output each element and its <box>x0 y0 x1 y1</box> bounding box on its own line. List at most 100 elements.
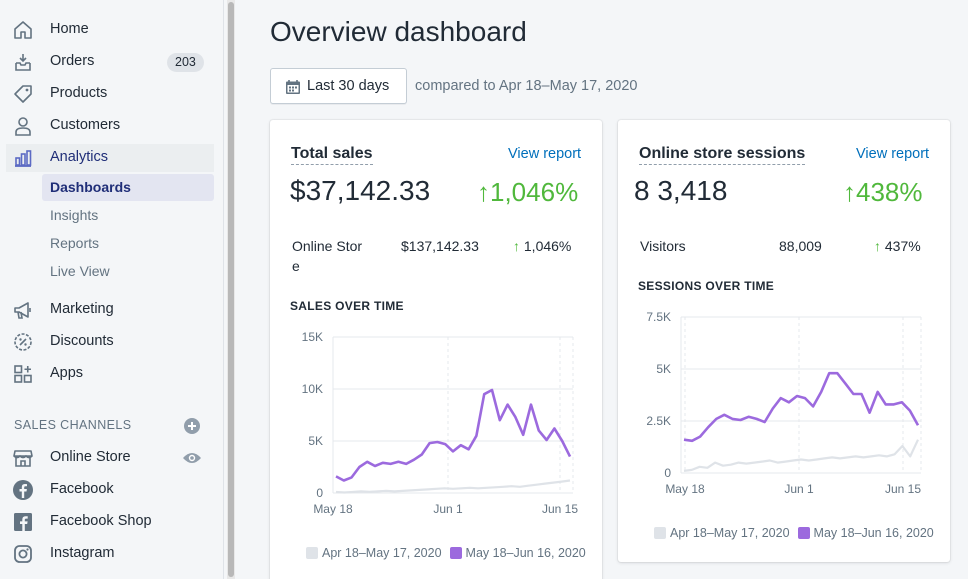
nav-orders[interactable]: Orders 203 <box>0 48 214 76</box>
x-tick-label: May 18 <box>665 482 705 496</box>
up-arrow-icon: ↑ <box>843 177 856 207</box>
total-sales-title[interactable]: Total sales <box>291 145 373 165</box>
total-sales-change-value: 1,046% <box>490 177 579 207</box>
series-current-line <box>335 388 572 482</box>
channel-instagram[interactable]: Instagram <box>0 540 214 568</box>
total-sales-change: ↑1,046% <box>477 177 578 208</box>
legend-current-label: May 18–Jun 16, 2020 <box>465 546 586 560</box>
nav-discounts-label: Discounts <box>50 333 114 349</box>
sales-view-report-link[interactable]: View report <box>508 146 582 162</box>
nav-home[interactable]: Home <box>0 16 214 44</box>
channel-facebook[interactable]: Facebook <box>0 476 214 504</box>
y-tick-label: 2.5K <box>646 414 671 428</box>
x-tick-label: Jun 15 <box>542 502 578 516</box>
sessions-title[interactable]: Online store sessions <box>639 145 806 165</box>
calendar-icon <box>285 79 301 95</box>
up-arrow-icon: ↑ <box>874 238 885 254</box>
sessions-value: 8 3,418 <box>634 175 728 206</box>
legend-swatch-current <box>797 527 810 539</box>
comparison-text: compared to Apr 18–May 17, 2020 <box>415 78 638 94</box>
breakdown-value: $137,142.33 <box>401 238 479 254</box>
nav-customers-label: Customers <box>50 117 121 133</box>
channel-facebook-label: Facebook <box>50 481 114 497</box>
x-tick-label: Jun 1 <box>433 502 463 516</box>
facebook-shop-icon <box>12 511 34 533</box>
date-range-button[interactable]: Last 30 days <box>270 68 407 104</box>
subnav-dashboards-label: Dashboards <box>50 179 131 195</box>
nav-home-label: Home <box>50 21 89 37</box>
nav-customers[interactable]: Customers <box>0 112 214 140</box>
legend-swatch-current <box>449 547 462 559</box>
up-arrow-icon: ↑ <box>513 238 524 254</box>
sessions-view-report-link[interactable]: View report <box>856 146 930 162</box>
facebook-icon <box>12 479 34 501</box>
x-tick-label: May 18 <box>313 502 353 516</box>
total-sales-value: $37,142.33 <box>290 175 431 206</box>
subnav-insights[interactable]: Insights <box>42 202 214 229</box>
series-current-line <box>683 371 920 443</box>
sessions-over-time-chart: 0 2.5K 5K 7.5K May 18 Jun 1 Jun 15 <box>646 310 922 496</box>
nav-apps[interactable]: Apps <box>0 360 214 388</box>
breakdown-change: ↑ 1,046% <box>513 238 571 254</box>
breakdown-label-line2: e <box>292 258 300 274</box>
series-previous-line <box>683 439 919 472</box>
breakdown-label-line1: Online Stor <box>292 238 363 254</box>
subnav-live-view[interactable]: Live View <box>42 258 214 285</box>
y-tick-label: 15K <box>302 330 323 344</box>
subnav-reports[interactable]: Reports <box>42 230 214 257</box>
instagram-icon <box>12 543 34 565</box>
up-arrow-icon: ↑ <box>477 177 490 207</box>
legend-previous-label: Apr 18–May 17, 2020 <box>670 526 790 540</box>
x-tick-label: Jun 1 <box>784 482 814 496</box>
orders-icon <box>12 51 34 73</box>
legend-swatch-previous <box>306 547 318 559</box>
visitors-change-value: 437% <box>884 238 921 254</box>
channel-facebook-shop-label: Facebook Shop <box>50 513 152 529</box>
channel-instagram-label: Instagram <box>50 545 115 561</box>
sales-channels-heading: SALES CHANNELS <box>14 418 132 432</box>
nav-products-label: Products <box>50 85 108 101</box>
subnav-insights-label: Insights <box>50 207 99 223</box>
sales-chart-title: SALES OVER TIME <box>290 299 404 313</box>
sessions-change-value: 438% <box>856 177 923 207</box>
nav-analytics-label: Analytics <box>50 149 109 165</box>
sidebar-scrollbar[interactable] <box>227 0 235 579</box>
nav-orders-label: Orders <box>50 53 95 69</box>
channel-online-store[interactable]: Online Store <box>0 444 214 472</box>
nav-marketing-label: Marketing <box>50 301 114 317</box>
nav-products[interactable]: Products <box>0 80 214 108</box>
channel-facebook-shop[interactable]: Facebook Shop <box>0 508 214 536</box>
channel-online-store-label: Online Store <box>50 449 131 465</box>
analytics-icon <box>12 147 34 169</box>
nav-marketing[interactable]: Marketing <box>0 296 214 324</box>
eye-icon[interactable] <box>182 450 202 466</box>
legend-swatch-previous <box>654 527 666 539</box>
total-sales-card: Total sales View report $37,142.33 ↑1,04… <box>270 120 602 579</box>
subnav-reports-label: Reports <box>50 235 100 251</box>
person-icon <box>12 115 34 137</box>
nav-discounts[interactable]: Discounts <box>0 328 214 356</box>
tag-icon <box>12 83 34 105</box>
y-tick-label: 10K <box>302 382 323 396</box>
legend-current-label: May 18–Jun 16, 2020 <box>813 526 934 540</box>
nav-analytics[interactable]: Analytics <box>6 144 214 172</box>
y-tick-label: 0 <box>316 486 323 500</box>
sales-chart-legend: Apr 18–May 17, 2020 May 18–Jun 16, 2020 <box>306 546 586 560</box>
page-title: Overview dashboard <box>270 16 527 47</box>
sessions-change: ↑438% <box>843 177 923 208</box>
y-tick-label: 5K <box>308 434 323 448</box>
subnav-dashboards[interactable]: Dashboards <box>42 174 214 201</box>
y-tick-label: 0 <box>664 466 671 480</box>
x-tick-label: Jun 15 <box>885 482 921 496</box>
y-tick-label: 5K <box>656 362 671 376</box>
visitors-value: 88,009 <box>779 238 822 254</box>
nav-apps-label: Apps <box>50 365 84 381</box>
add-channel-icon[interactable] <box>183 417 201 435</box>
orders-count-badge: 203 <box>167 53 204 72</box>
visitors-label: Visitors <box>640 238 686 254</box>
discount-icon <box>12 331 34 353</box>
store-icon <box>12 447 34 469</box>
online-store-sessions-card: Online store sessions View report 8 3,41… <box>618 120 950 562</box>
sidebar-scrollbar-thumb[interactable] <box>228 2 234 577</box>
series-previous-line <box>335 479 571 494</box>
